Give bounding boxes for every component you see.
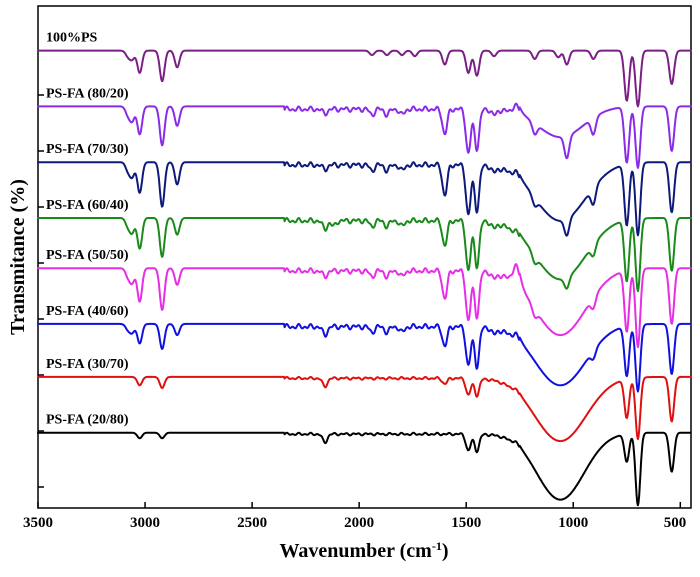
series-label-2: PS-FA (70/30) <box>46 142 129 157</box>
x-axis-title: Wavenumber (cm-1) <box>279 539 448 562</box>
series-line-3 <box>37 217 692 293</box>
x-tick-label: 3000 <box>130 515 160 531</box>
x-tick-label: 1500 <box>451 515 481 531</box>
series-labels: 100%PS PS-FA (80/20) PS-FA (70/30) PS-FA (6… <box>46 31 129 428</box>
x-tick-label: 2000 <box>344 515 374 531</box>
series-line-5 <box>37 322 692 393</box>
plot-area <box>37 5 692 509</box>
y-axis-ticks <box>38 94 44 488</box>
series-lines <box>37 49 692 507</box>
series-label-1: PS-FA (80/20) <box>46 86 129 101</box>
series-line-7 <box>37 431 692 507</box>
series-label-6: PS-FA (30/70) <box>46 357 129 372</box>
x-axis-ticks: 3500 3000 2500 2000 1500 1000 500 <box>23 502 686 531</box>
series-label-5: PS-FA (40/60) <box>46 304 129 319</box>
x-tick-label: 500 <box>664 515 687 531</box>
x-tick-label: 2500 <box>237 515 267 531</box>
plot-frame <box>37 5 692 509</box>
series-line-1 <box>37 102 692 169</box>
series-label-4: PS-FA (50/50) <box>46 248 129 263</box>
series-line-0 <box>37 49 692 108</box>
series-line-4 <box>37 263 692 348</box>
series-label-0: 100%PS <box>46 31 98 46</box>
series-label-3: PS-FA (60/40) <box>46 198 129 213</box>
y-axis-title: Transmitance (%) <box>7 179 29 335</box>
x-tick-label: 1000 <box>558 515 588 531</box>
x-tick-label: 3500 <box>23 515 53 531</box>
series-line-2 <box>37 161 692 237</box>
series-line-6 <box>37 375 692 443</box>
series-label-7: PS-FA (20/80) <box>46 413 129 428</box>
